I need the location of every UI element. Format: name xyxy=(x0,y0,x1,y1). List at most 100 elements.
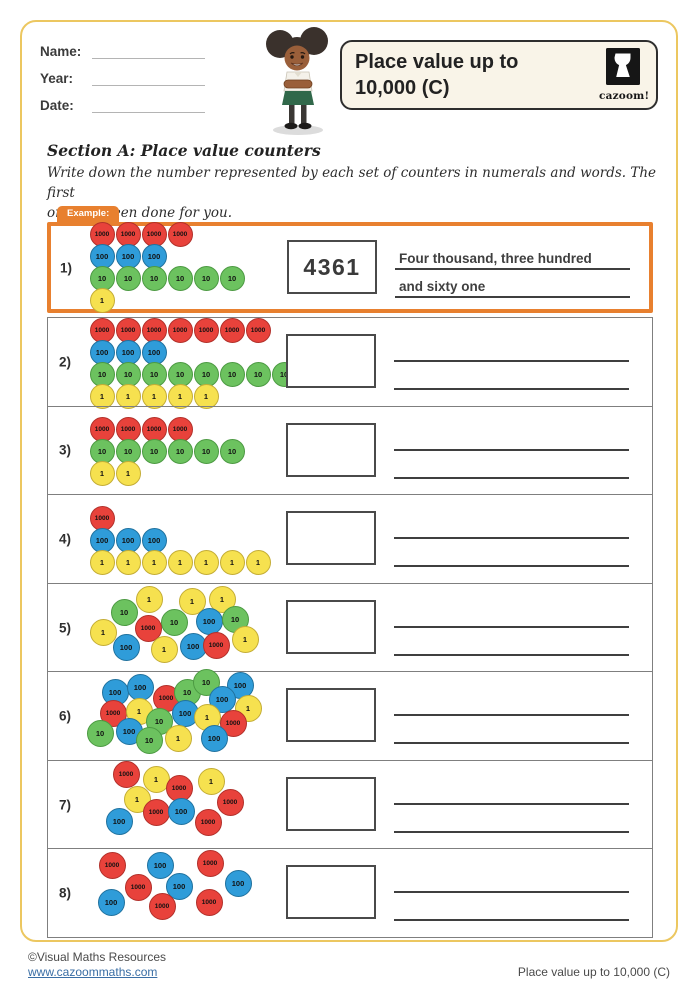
counter-blue-100: 100 xyxy=(141,527,167,553)
website-link[interactable]: www.cazoommaths.com xyxy=(28,965,158,979)
counter-red-1000: 1000 xyxy=(89,317,115,343)
counter-green-10: 10 xyxy=(219,439,245,465)
name-write-line xyxy=(92,44,205,59)
counter-red-1000: 1000 xyxy=(89,505,115,531)
example-tab: Example: xyxy=(57,206,120,222)
counter-blue-100: 100 xyxy=(105,808,133,836)
row-number-label: 7) xyxy=(59,797,72,813)
counter-blue-100: 100 xyxy=(146,851,174,879)
footer-doc-title: Place value up to 10,000 (C) xyxy=(517,965,670,979)
counter-yellow-1: 1 xyxy=(167,549,193,575)
counter-green-10: 10 xyxy=(89,439,115,465)
counter-yellow-1: 1 xyxy=(89,288,115,313)
answer-box: 4361 xyxy=(287,240,377,294)
section-instructions: Write down the number represented by eac… xyxy=(47,163,659,223)
row-number-label: 1) xyxy=(60,260,73,275)
worksheet-row-3: 3) 1000 1000 1000 1000 10 10 10 10 10 10 1 1 xyxy=(48,405,652,495)
worksheet-row-5: 5) 1 1 1 10 10 100 10 1 1000 100 1 100 1000 1 xyxy=(48,582,652,672)
counter-red-1000: 1000 xyxy=(141,317,167,343)
answer-words-line-1 xyxy=(394,515,629,540)
worksheet-row-4: 4) 1000 100 100 100 1 1 1 1 1 1 1 xyxy=(48,494,652,583)
counter-green-10: 10 xyxy=(110,599,138,627)
counter-green-10: 10 xyxy=(89,361,115,387)
counter-green-10: 10 xyxy=(167,439,193,465)
counter-blue-100: 100 xyxy=(115,527,141,553)
answer-words-line-2 xyxy=(394,455,629,479)
counter-blue-100: 100 xyxy=(195,608,223,636)
worksheet-row-inner: 7) 1000 1 1000 1 1 1000 100 1000 100 1000 xyxy=(48,761,652,849)
date-field: Date: xyxy=(40,98,205,113)
counter-blue-100: 100 xyxy=(115,339,141,365)
answer-words-line-1 xyxy=(394,781,629,805)
counter-green-10: 10 xyxy=(193,439,219,465)
counter-blue-100: 100 xyxy=(179,633,207,661)
counter-blue-100: 100 xyxy=(89,527,115,553)
counter-yellow-1: 1 xyxy=(167,383,193,409)
counter-green-10: 10 xyxy=(219,266,245,291)
questions-table: 2) 1000 1000 1000 1000 1000 1000 1000 100 100 100 1… xyxy=(47,317,653,938)
counter-green-10: 10 xyxy=(167,361,193,387)
counter-red-1000: 1000 xyxy=(89,417,115,443)
counter-yellow-1: 1 xyxy=(245,549,271,575)
page-border xyxy=(20,20,678,942)
counter-yellow-1: 1 xyxy=(141,383,167,409)
counter-blue-100: 100 xyxy=(112,634,140,662)
date-label: Date: xyxy=(40,98,74,113)
counter-yellow-1: 1 xyxy=(89,461,115,487)
worksheet-row-inner: 2) 1000 1000 1000 1000 1000 1000 1000 100 100 100 1… xyxy=(48,317,652,409)
counter-red-1000: 1000 xyxy=(167,222,193,247)
counter-red-1000: 1000 xyxy=(142,799,170,827)
answer-words-line-2 xyxy=(394,897,629,922)
worksheet-title: Place value up to 10,000 (C) xyxy=(355,49,518,101)
counter-green-10: 10 xyxy=(221,606,249,634)
footer-left: ©Visual Maths Resources www.cazoommaths.… xyxy=(28,950,166,980)
counter-blue-100: 100 xyxy=(141,339,167,365)
answer-box xyxy=(286,511,376,566)
counter-red-1000: 1000 xyxy=(148,892,176,920)
counter-red-1000: 1000 xyxy=(196,849,224,877)
counter-green-10: 10 xyxy=(86,719,114,747)
counter-green-10: 10 xyxy=(141,266,167,291)
answer-words-line-2 xyxy=(394,809,629,833)
section-heading: Section A: Place value counters xyxy=(47,141,321,160)
counter-yellow-1: 1 xyxy=(115,461,141,487)
counter-blue-100: 100 xyxy=(115,244,141,269)
name-field: Name: xyxy=(40,44,205,59)
counter-yellow-1: 1 xyxy=(150,636,178,664)
date-write-line xyxy=(92,98,205,113)
answer-words-line-1 xyxy=(394,604,629,628)
counter-yellow-1: 1 xyxy=(231,626,259,654)
counter-green-10: 10 xyxy=(115,266,141,291)
cazoom-logo-text: cazoom! xyxy=(599,90,650,102)
counter-red-1000: 1000 xyxy=(202,632,230,660)
answer-box xyxy=(286,688,376,743)
counter-red-1000: 1000 xyxy=(245,317,271,343)
answer-box xyxy=(286,865,376,920)
counter-yellow-1: 1 xyxy=(219,549,245,575)
counter-yellow-1: 1 xyxy=(197,768,225,796)
worksheet-row-inner: 6) 100 100 1000 10 10 100 1000 1 10 100 100 1 1 1000 10… xyxy=(48,668,652,760)
year-field: Year: xyxy=(40,71,205,86)
row-number-label: 6) xyxy=(59,708,72,724)
counter-green-10: 10 xyxy=(160,609,188,637)
counter-blue-100: 100 xyxy=(200,724,228,752)
copyright-text: ©Visual Maths Resources xyxy=(28,950,167,964)
counter-blue-100: 100 xyxy=(89,244,115,269)
answer-words-line-2 xyxy=(394,543,629,568)
counter-green-10: 10 xyxy=(89,266,115,291)
counter-yellow-1: 1 xyxy=(135,586,163,614)
counter-red-1000: 1000 xyxy=(195,888,223,916)
example-box: 1) 1000 1000 1000 1000 100 100 100 10 10 10 10 10 10 1… xyxy=(47,222,653,313)
worksheet-row-6: 6) 100 100 1000 10 10 100 1000 1 10 100 100 1 1 1000 10… xyxy=(48,668,652,760)
worksheet-row-2: 2) 1000 1000 1000 1000 1000 1000 1000 100 100 100 1… xyxy=(48,317,652,409)
row-number-label: 8) xyxy=(59,885,72,901)
counter-red-1000: 1000 xyxy=(167,317,193,343)
answer-box xyxy=(286,422,376,477)
worksheet-row-inner: 8) 1000 100 1000 1000 100 100 100 1000 1000 xyxy=(48,849,652,937)
counter-red-1000: 1000 xyxy=(194,809,222,837)
counter-green-10: 10 xyxy=(245,361,271,387)
worksheet-row-8: 8) 1000 100 1000 1000 100 100 100 1000 1000 xyxy=(48,848,652,937)
counter-yellow-1: 1 xyxy=(89,619,117,647)
counter-yellow-1: 1 xyxy=(193,549,219,575)
